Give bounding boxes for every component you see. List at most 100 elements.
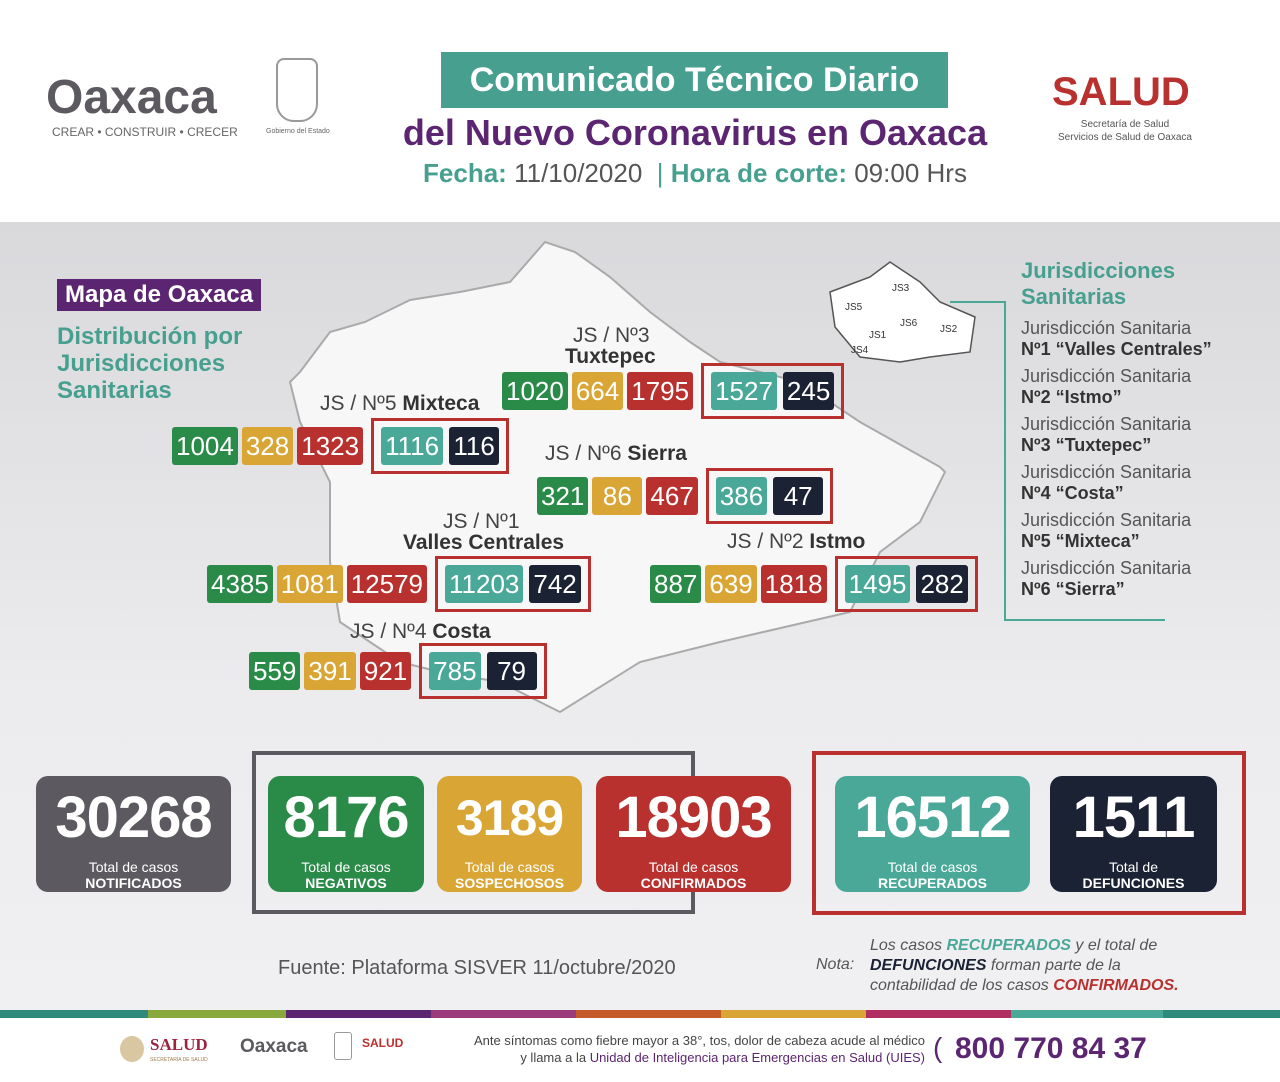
inset-label: JS6 [900,318,918,329]
confirmed-breakdown-valles: 11203 742 [435,556,591,612]
defunciones-value: 742 [529,565,581,603]
stripe [286,1010,431,1018]
sospechosos-value: 639 [705,565,757,603]
confirmados-value: 1795 [627,372,694,410]
stripe [721,1010,866,1018]
page-subtitle: del Nuevo Coronavirus en Oaxaca [402,112,988,153]
gobierno-label: Gobierno del Estado [266,128,330,135]
sospechosos-value: 328 [241,427,294,465]
defunciones-value: 79 [486,652,537,690]
jurisdiction-label: JS / Nº1 [443,510,520,533]
source-text: Fuente: Plataforma SISVER 11/octubre/202… [278,957,676,979]
jurisdiction-group-mixteca: 1004 328 1323 1116 116 [172,418,510,474]
inset-label: JS4 [851,345,869,356]
negativos-value: 321 [537,477,589,515]
legend-item: Jurisdicción Sanitaria Nº4 “Costa” [1021,462,1192,503]
recuperados-value: 11203 [445,565,524,603]
jurisdiction-row-mixteca: 1004 328 1323 [172,427,364,465]
jurisdiction-group-valles: 4385 1081 12579 11203 742 [207,556,591,612]
fecha-label: Fecha: [423,158,507,188]
phone-icon: ( [933,1032,943,1063]
legend-connector [950,301,1165,621]
date-line: Fecha: 11/10/2020 | Hora de corte: 09:00… [423,158,967,188]
confirmed-breakdown-tuxtepec: 1527 245 [701,363,845,419]
sospechosos-value: 391 [304,652,356,690]
oaxaca-logo: Oaxaca [46,71,217,124]
note-label: Nota: [816,956,855,973]
inset-label: JS3 [892,283,910,294]
jurisdiction-label: JS / Nº3 [573,324,650,347]
sospechosos-value: 86 [592,477,643,515]
stripe [1011,1010,1163,1018]
sospechosos-value: 1081 [276,565,343,603]
jurisdiction-group-istmo: 887 639 1818 1495 282 [650,556,978,612]
negativos-value: 4385 [207,565,273,603]
jurisdiction-name: Valles Centrales [403,531,565,554]
confirmados-value: 12579 [346,565,427,603]
legend-title: Jurisdicciones Sanitarias [1021,258,1175,310]
recuperados-value: 386 [715,477,768,515]
hora-label: Hora de corte: [670,158,847,188]
confirmados-value: 467 [646,477,698,515]
salud-logo: SALUD [1052,70,1190,114]
uies-phone[interactable]: 800 770 84 37 [955,1032,1147,1065]
hora-value: 09:00 Hrs [854,158,967,188]
legend-item: Jurisdicción Sanitaria Nº6 “Sierra” [1021,558,1192,599]
jurisdiction-name: Tuxtepec [565,345,656,368]
legend-title-line: Sanitarias [1021,284,1127,309]
confirmed-breakdown-mixteca: 1116 116 [371,418,510,474]
legend-list: Jurisdicción Sanitaria Nº1 “Valles Centra… [1021,318,1212,606]
total-confirmados: 18903 Total de casos CONFIRMADOS [596,776,791,892]
inset-map [829,261,976,363]
negativos-value: 559 [249,652,301,690]
inset-label: JS5 [845,302,863,313]
total-negativos: 8176 Total de casos NEGATIVOS [268,776,424,892]
confirmados-value: 1323 [297,427,364,465]
defunciones-value: 116 [449,427,500,465]
jurisdiction-group-costa: 559 391 921 785 79 [249,643,547,699]
total-sospechosos: 3189 Total de casos SOSPECHOSOS [437,776,582,892]
total-defunciones: 1511 Total de DEFUNCIONES [1050,776,1217,892]
fecha-value: 11/10/2020 [514,158,643,188]
legend-item: Jurisdicción Sanitaria Nº3 “Tuxtepec” [1021,414,1192,455]
footer-salud-logo: SALUD [150,1035,208,1054]
jurisdiction-row-costa: 559 391 921 [249,652,412,690]
stripe [576,1010,721,1018]
jurisdiction-label: JS / Nº5 Mixteca [320,392,480,415]
jurisdiction-group-sierra: 321 86 467 386 47 [537,468,834,524]
page-title: Comunicado Técnico Diario [441,52,948,108]
stripe [148,1010,286,1018]
negativos-value: 1004 [172,427,238,465]
total-recuperados: 16512 Total de casos RECUPERADOS [835,776,1030,892]
subtitle-line: Distribución por [57,323,243,350]
inset-label: JS2 [940,324,958,335]
legend-item: Jurisdicción Sanitaria Nº2 “Istmo” [1021,366,1192,407]
jurisdiction-row-valles: 4385 1081 12579 [207,565,427,603]
defunciones-value: 245 [782,372,835,410]
map-title: Mapa de Oaxaca [57,279,262,311]
footer-salud-sub: SECRETARÍA DE SALUD [150,1057,208,1063]
salud-sub2: Servicios de Salud de Oaxaca [1058,132,1192,143]
total-notificados: 30268 Total de casos NOTIFICADOS [36,776,231,892]
recuperados-value: 785 [429,652,481,690]
sospechosos-value: 664 [571,372,624,410]
legend-item: Jurisdicción Sanitaria Nº5 “Mixteca” [1021,510,1192,551]
jurisdiction-row-tuxtepec: 1020 664 1795 [502,372,694,410]
subtitle-line: Jurisdicciones [57,350,226,377]
confirmed-bracket [812,751,1246,915]
defunciones-value: 282 [916,565,968,603]
stripe [0,1010,148,1018]
footer-salud2-logo: SALUD [362,1036,404,1050]
jurisdiction-label: JS / Nº4 Costa [350,620,491,643]
map-subtitle: Distribución por Jurisdicciones Sanitari… [57,323,242,404]
confirmados-value: 1818 [760,565,827,603]
salud-sub1: Secretaría de Salud [1080,119,1170,130]
note-text: Los casos RECUPERADOS y el total de DEFU… [870,937,1179,994]
state-seal-icon [276,58,318,122]
footer-oaxaca-logo: Oaxaca [240,1036,308,1057]
footer-seal-icon [334,1032,352,1060]
recuperados-value: 1527 [711,372,777,410]
negativos-value: 1020 [502,372,568,410]
confirmados-value: 921 [359,652,412,690]
oaxaca-tagline: CREAR • CONSTRUIR • CRECER [52,125,238,139]
